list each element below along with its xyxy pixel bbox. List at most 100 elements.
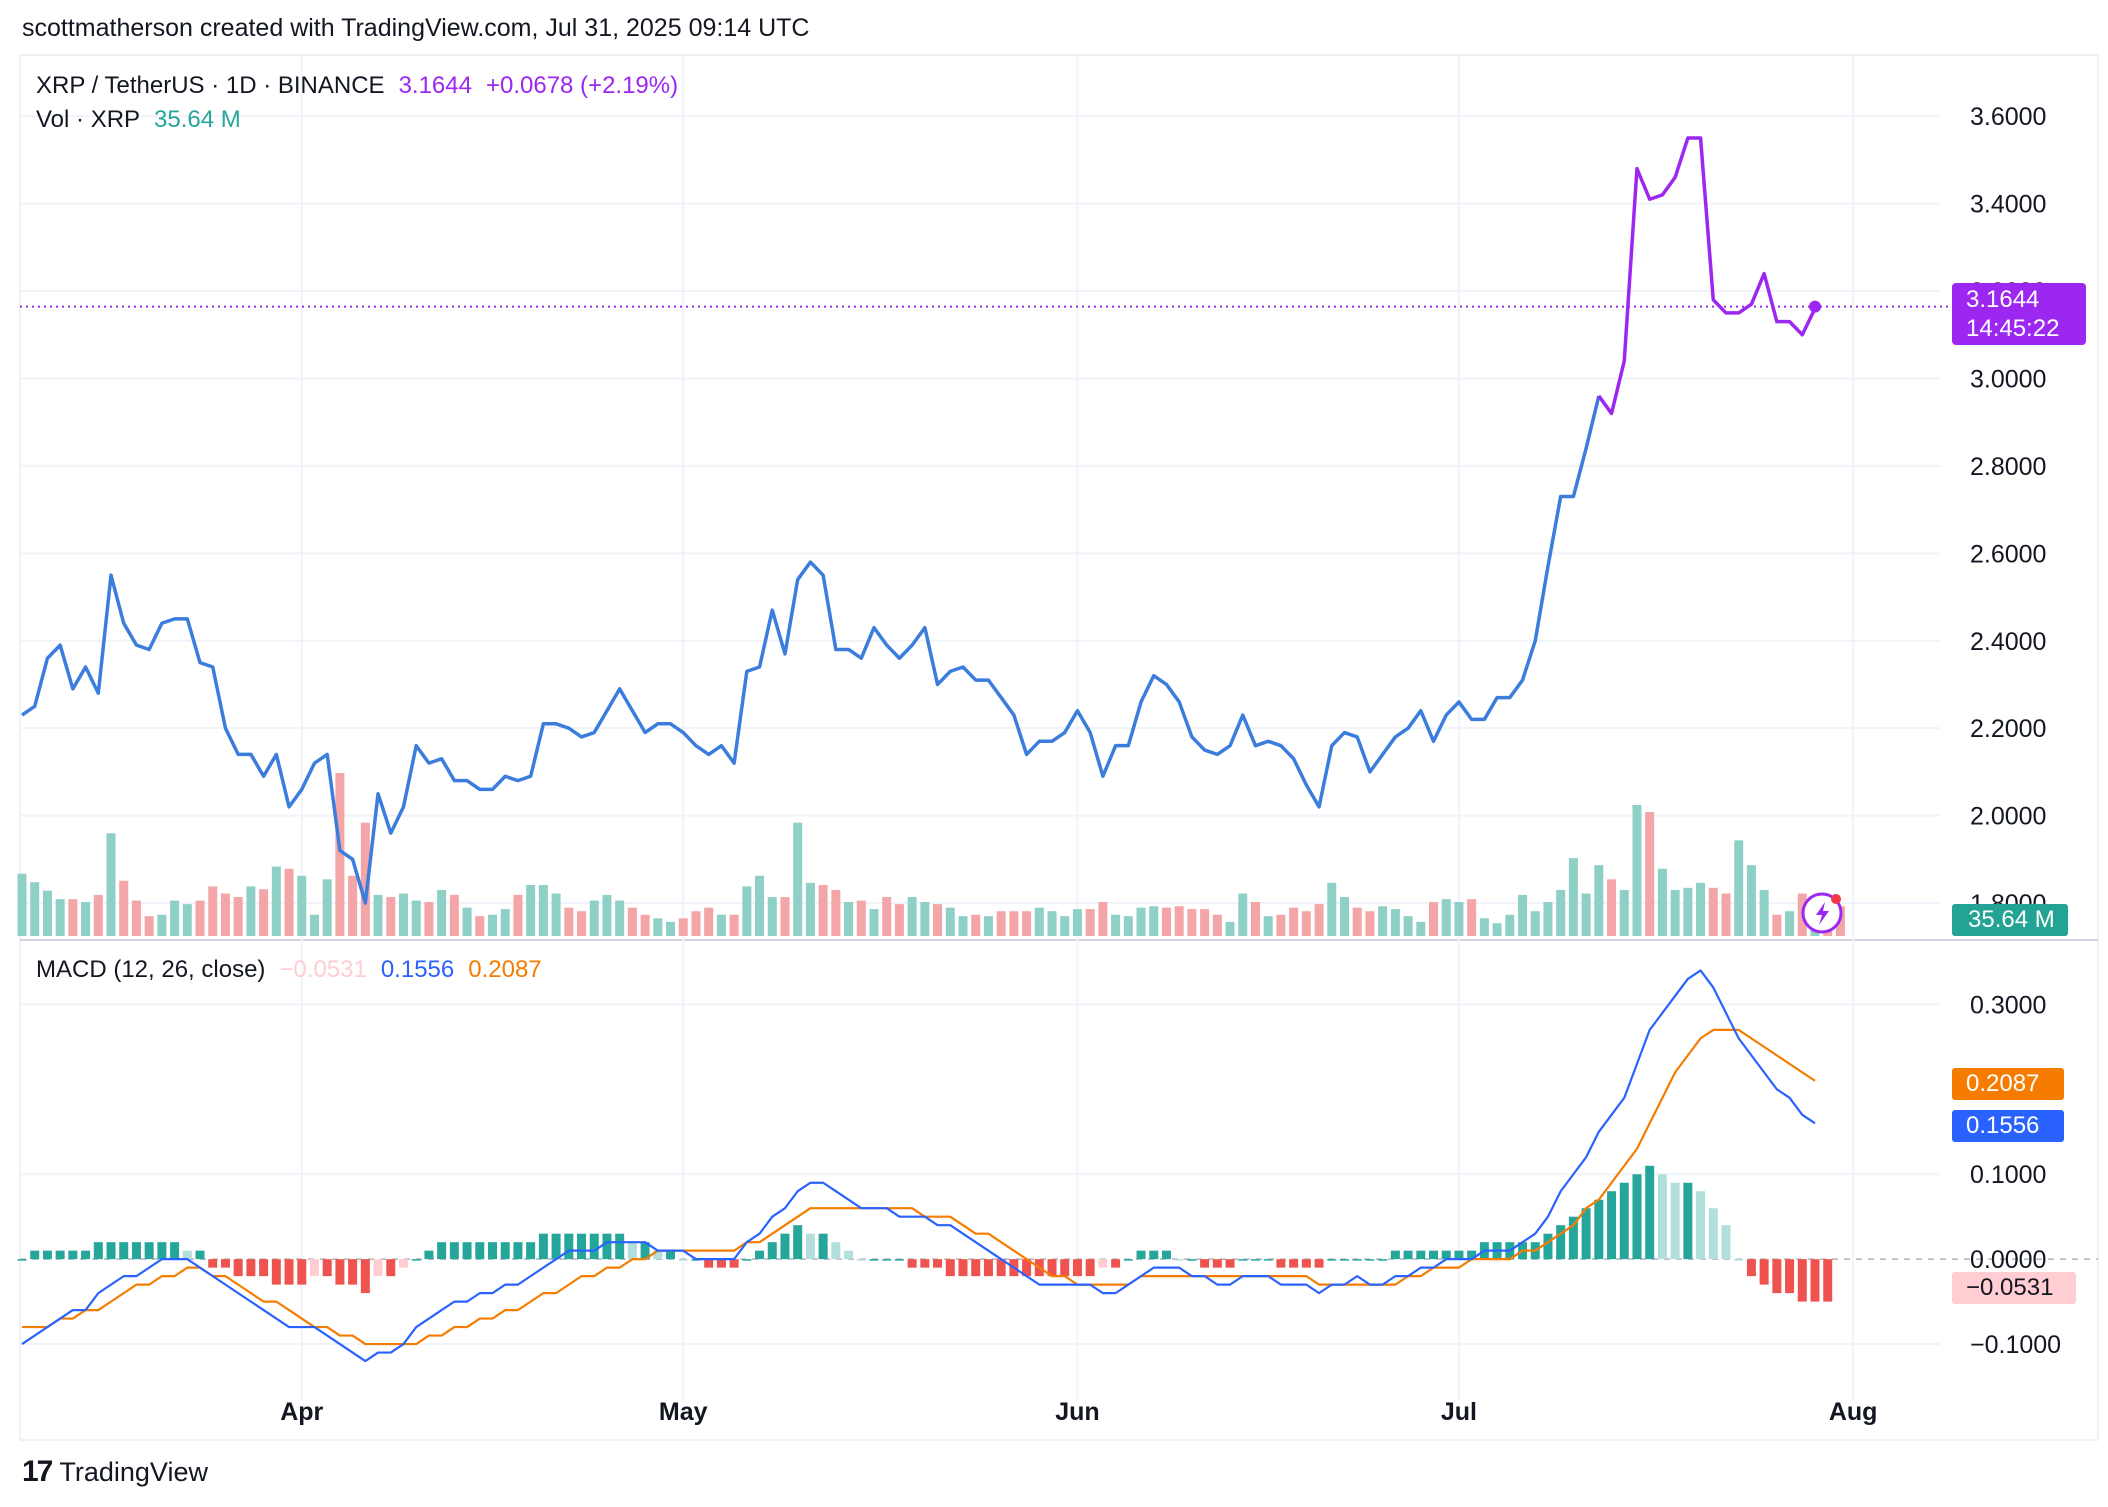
y-tick-label: 2.2000 [1970, 715, 2046, 743]
volume-bar [742, 886, 752, 936]
volume-bar [411, 900, 421, 936]
volume-bar [424, 902, 434, 936]
volume-bar [640, 914, 650, 936]
histogram-bar [1111, 1259, 1121, 1268]
volume-bar [360, 822, 370, 936]
histogram-bar [1416, 1250, 1426, 1260]
volume-bar [1429, 902, 1439, 936]
histogram-bar [1632, 1174, 1642, 1260]
histogram-bar [1670, 1182, 1680, 1260]
volume-bar [1022, 911, 1032, 936]
macd-legend: MACD (12, 26, close) −0.0531 0.1556 0.2087 [36, 956, 556, 984]
volume-bar [1263, 916, 1273, 936]
volume-bar [55, 899, 65, 936]
macd-hist-value: −0.0531 [279, 956, 367, 983]
y-tick-label: 2.8000 [1970, 453, 2046, 481]
volume-bar [1365, 911, 1375, 936]
histogram-bar [971, 1259, 981, 1277]
volume-bar [1670, 889, 1680, 936]
volume-bar [322, 879, 332, 936]
histogram-bar [1607, 1191, 1617, 1260]
volume-bar [30, 882, 40, 936]
macd-label[interactable]: MACD (12, 26, close) [36, 956, 266, 983]
volume-bar [1238, 893, 1248, 936]
histogram-bar [1581, 1208, 1591, 1260]
histogram-bar [945, 1259, 955, 1277]
histogram-bar [1123, 1259, 1133, 1261]
histogram-bar [500, 1242, 510, 1260]
signal-line [22, 1028, 1816, 1346]
histogram-bar [1365, 1259, 1375, 1261]
histogram-bar [831, 1242, 841, 1260]
histogram-bar [271, 1259, 281, 1285]
histogram-bar [678, 1259, 688, 1261]
volume-bar [653, 918, 663, 936]
volume-bar [195, 900, 205, 936]
histogram-bar [1568, 1216, 1578, 1260]
histogram-bar [856, 1259, 866, 1261]
volume-bar [615, 900, 625, 936]
histogram-bar [742, 1259, 752, 1261]
histogram-bar [513, 1242, 523, 1260]
volume-bar [831, 889, 841, 936]
volume-bar [996, 911, 1006, 936]
histogram-bar [488, 1242, 498, 1260]
histogram-bar [360, 1259, 370, 1294]
volume-bar [449, 894, 459, 936]
histogram-bar [755, 1250, 765, 1260]
histogram-bar [983, 1259, 993, 1277]
histogram-bar [1594, 1199, 1604, 1260]
histogram-bar [653, 1250, 663, 1260]
volume-label[interactable]: Vol · XRP [36, 106, 141, 133]
symbol-label[interactable]: XRP / TetherUS · 1D · BINANCE [36, 72, 385, 99]
macd-signal-value: 0.2087 [468, 956, 542, 983]
volume-bar [1200, 909, 1210, 936]
volume-bar [818, 885, 828, 936]
histogram-bar [170, 1242, 180, 1260]
volume-bar [1187, 909, 1197, 936]
histogram-bar [564, 1233, 574, 1260]
volume-bar [182, 904, 192, 936]
histogram-bar [958, 1259, 968, 1277]
histogram-bar [1696, 1191, 1706, 1260]
histogram-bar [1759, 1259, 1769, 1285]
histogram-bar [81, 1250, 91, 1260]
legend-price: 3.1644 [398, 72, 472, 99]
macd-line [21, 969, 1816, 1363]
y-tick-label: 3.6000 [1970, 103, 2046, 131]
histogram-bar [1085, 1259, 1095, 1277]
volume-bar [475, 916, 485, 936]
histogram-bar [1441, 1250, 1451, 1260]
volume-bar [1479, 918, 1489, 936]
volume-bar [1212, 914, 1222, 936]
histogram-bar [1429, 1250, 1439, 1260]
histogram-bar [259, 1259, 269, 1277]
histogram-bar [1187, 1259, 1197, 1261]
histogram-bar [1098, 1259, 1108, 1268]
volume-bar [882, 897, 892, 936]
volume-bar [271, 866, 281, 936]
histogram-bar [1250, 1259, 1260, 1261]
histogram-bar [106, 1242, 116, 1260]
histogram-bar [1225, 1259, 1235, 1268]
histogram-bar [195, 1250, 205, 1260]
alert-dot-icon [1831, 894, 1841, 904]
histogram-bar [1339, 1259, 1349, 1261]
histogram-bar [1746, 1259, 1756, 1277]
y-tick-label: 3.0000 [1970, 365, 2046, 393]
histogram-bar [437, 1242, 447, 1260]
histogram-bar [1708, 1208, 1718, 1260]
volume-bar [1085, 909, 1095, 936]
x-tick-label: Jul [1441, 1398, 1477, 1426]
volume-bar [1696, 882, 1706, 936]
volume-bar [1467, 899, 1477, 936]
volume-bar [538, 885, 548, 936]
volume-bar [1098, 902, 1108, 936]
histogram-bar [526, 1242, 536, 1260]
histogram-bar [1072, 1259, 1082, 1277]
tradingview-logo[interactable]: 17 TradingView [22, 1455, 208, 1489]
histogram-bar [1467, 1250, 1477, 1260]
histogram-bar [551, 1233, 561, 1260]
